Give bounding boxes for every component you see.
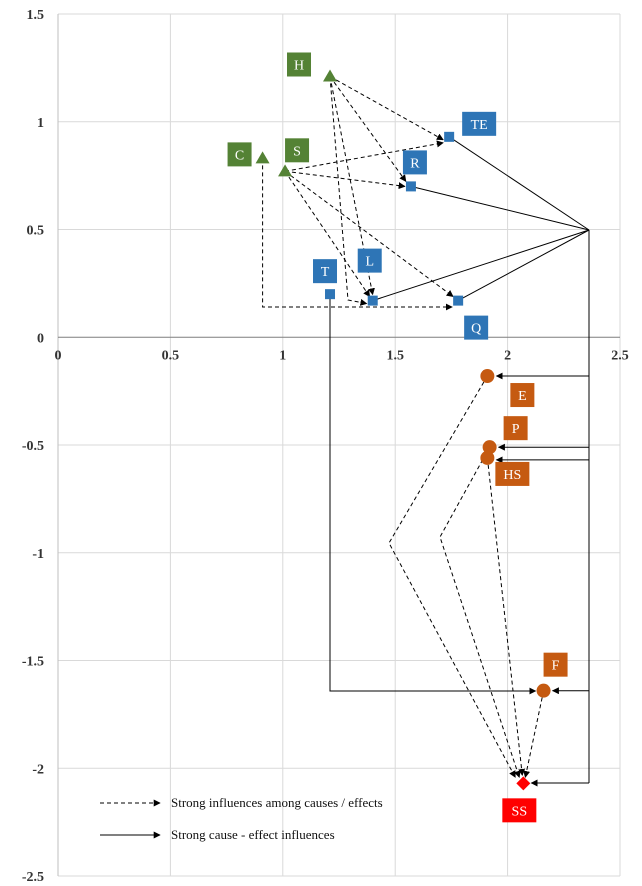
label-box-ss bbox=[502, 798, 537, 823]
label-text-f: F bbox=[552, 659, 560, 674]
solid-link-t-f bbox=[329, 294, 537, 695]
label-box-hs bbox=[495, 461, 530, 486]
label-text-c: C bbox=[235, 148, 244, 163]
point-te bbox=[444, 131, 455, 142]
point-layer bbox=[255, 69, 551, 791]
dashed-link-h-r bbox=[329, 76, 407, 182]
x-tick-label: 2.5 bbox=[611, 348, 629, 363]
label-text-hs: HS bbox=[503, 468, 521, 483]
label-text-p: P bbox=[512, 422, 520, 437]
dashed-link-h-te bbox=[329, 76, 444, 141]
label-box-c bbox=[227, 142, 252, 167]
label-box-p bbox=[503, 416, 528, 441]
dashed-link-s-te bbox=[284, 140, 444, 172]
x-tick-label: 1.5 bbox=[386, 348, 404, 363]
label-box-r bbox=[402, 150, 427, 175]
point-l bbox=[367, 295, 378, 306]
label-text-te: TE bbox=[471, 118, 488, 133]
dashed-link-s-l bbox=[284, 171, 371, 298]
y-tick-label: -2 bbox=[32, 762, 44, 777]
y-tick-label: -2.5 bbox=[22, 870, 44, 885]
label-box-q bbox=[464, 315, 489, 340]
point-q bbox=[453, 295, 464, 306]
grid-layer bbox=[58, 13, 621, 877]
point-t bbox=[325, 289, 336, 300]
point-ss bbox=[516, 776, 531, 791]
label-box-l bbox=[357, 248, 382, 273]
label-text-r: R bbox=[410, 156, 420, 171]
solid-link-l-hub bbox=[372, 229, 590, 302]
axis-layer: 0 0.5 1 1.5 2 2.5 1.5 1 0.5 0 -0.5 -1 -1.5 -2 -2.5 bbox=[22, 8, 629, 885]
point-c bbox=[255, 151, 270, 164]
label-box-te bbox=[462, 111, 497, 136]
label-text-q: Q bbox=[471, 322, 481, 337]
legend-text-dashed: Strong influences among causes / effects bbox=[171, 795, 383, 810]
dashed-link-c-q bbox=[262, 158, 453, 311]
y-tick-label: 0 bbox=[37, 331, 44, 346]
y-tick-label: -1 bbox=[32, 547, 44, 562]
x-tick-label: 0.5 bbox=[162, 348, 180, 363]
x-tick-label: 2 bbox=[504, 348, 511, 363]
dashed-link-f-ss bbox=[523, 690, 545, 778]
label-box-f bbox=[543, 652, 568, 677]
dashed-link-hs-ss bbox=[486, 457, 526, 776]
label-box-t bbox=[313, 259, 338, 284]
label-box-h bbox=[287, 52, 312, 77]
dashed-link-h-l-2 bbox=[329, 76, 368, 306]
x-tick-label: 1 bbox=[279, 348, 286, 363]
y-tick-label: 1.5 bbox=[27, 8, 45, 23]
y-tick-label: -1.5 bbox=[22, 655, 44, 670]
y-tick-label: 1 bbox=[37, 116, 44, 131]
label-box-s bbox=[285, 138, 310, 163]
solid-link-q-hub bbox=[457, 229, 590, 302]
label-text-s: S bbox=[293, 144, 301, 159]
dashed-link-s-r bbox=[284, 170, 406, 190]
y-tick-label: 0.5 bbox=[27, 224, 45, 239]
point-f bbox=[536, 683, 551, 698]
solid-link-r-hub bbox=[410, 185, 590, 231]
label-text-e: E bbox=[518, 389, 527, 404]
point-e bbox=[480, 369, 495, 384]
point-hs bbox=[480, 450, 495, 465]
solid-link-te-hub bbox=[448, 136, 590, 231]
point-p bbox=[482, 440, 497, 455]
point-s bbox=[278, 164, 293, 177]
legend-text-solid: Strong cause - effect influences bbox=[171, 827, 335, 842]
dashed-link-e-ss bbox=[388, 375, 516, 778]
label-text-l: L bbox=[365, 255, 374, 270]
point-r bbox=[405, 181, 416, 192]
x-tick-label: 0 bbox=[55, 348, 62, 363]
legend: Strong influences among causes / effects… bbox=[100, 795, 383, 842]
label-text-ss: SS bbox=[512, 804, 528, 819]
label-box-e bbox=[510, 383, 535, 408]
point-h bbox=[323, 69, 338, 82]
connector-layer bbox=[262, 76, 590, 787]
label-text-t: T bbox=[321, 265, 330, 280]
label-text-h: H bbox=[294, 58, 304, 73]
y-tick-label: -0.5 bbox=[22, 439, 44, 454]
